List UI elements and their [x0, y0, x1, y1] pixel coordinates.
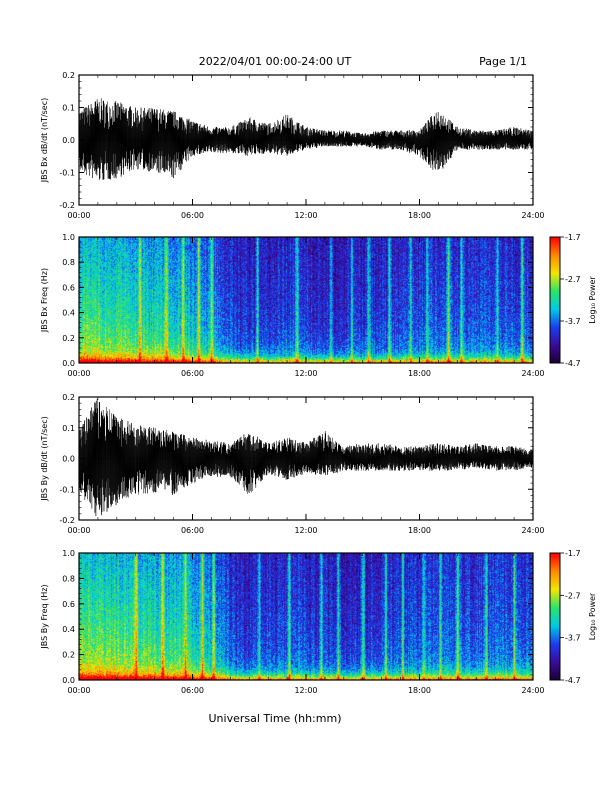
x-tick-label: 24:00 [521, 211, 544, 220]
y-axis-label: JBS Bx Freq (Hz) [40, 268, 49, 333]
colorbar: -1.7 -2.7 -3.7 -4.7 Log₁₀ Power [549, 549, 597, 685]
x-tick-label: 12:00 [294, 526, 317, 535]
db-dt-trace [78, 398, 534, 517]
y-tick-label: -0.1 [59, 169, 75, 178]
y-tick-label: 0.0 [62, 136, 75, 145]
y-tick-label: 0.1 [62, 424, 75, 433]
x-tick-label: 00:00 [67, 526, 90, 535]
x-tick-label: 12:00 [294, 686, 317, 695]
x-tick-label: 12:00 [294, 369, 317, 378]
y-tick-label: -0.2 [59, 201, 75, 210]
colorbar-tick-label: -3.7 [565, 317, 581, 326]
y-tick-label: 0.0 [62, 676, 75, 685]
x-tick-label: 18:00 [408, 369, 431, 378]
y-tick-label: 0.2 [62, 651, 75, 660]
colorbar-tick-label: -1.7 [565, 549, 581, 558]
y-tick-label: 0.0 [62, 359, 75, 368]
panel-4: -1.7 -2.7 -3.7 -4.7 Log₁₀ Power 1.0 0.8 0.6 0.4 0… [40, 549, 597, 695]
spectrogram-image [79, 237, 533, 363]
y-tick-label: 0.8 [62, 574, 75, 583]
colorbar-tick-label: -1.7 [565, 233, 581, 242]
x-tick-label: 18:00 [408, 526, 431, 535]
colorbar-tick-label: -4.7 [565, 676, 581, 685]
x-tick-label: 18:00 [408, 211, 431, 220]
colorbar-tick-label: -4.7 [565, 359, 581, 368]
x-tick-label: 18:00 [408, 686, 431, 695]
colorbar: -1.7 -2.7 -3.7 -4.7 Log₁₀ Power [549, 233, 597, 368]
panels: 0.20.10.0-0.1-0.200:00 06:00 12:00 18:00 24:… [40, 71, 597, 695]
colorbar-tick-label: -3.7 [565, 634, 581, 643]
y-tick-label: 0.6 [62, 600, 75, 609]
y-axis-label: JBS By Freq (Hz) [40, 584, 49, 649]
y-axis-label: JBS Bx dB/dt (nT/sec) [40, 98, 49, 184]
y-tick-label: 0.8 [62, 258, 75, 267]
y-tick-label: 0.0 [62, 455, 75, 464]
panel-1: 0.2 0.1 0.0 -0.1 -0.200:00 06:00 12:00 18:00 24:… [40, 71, 545, 220]
x-tick-label: 06:00 [181, 526, 204, 535]
page-indicator: Page 1/1 [479, 55, 527, 68]
y-tick-label: 1.0 [62, 549, 75, 558]
colorbar-label: Log₁₀ Power [588, 276, 597, 324]
y-tick-label: -0.2 [59, 516, 75, 525]
x-tick-label: 00:00 [67, 686, 90, 695]
date-range-title: 2022/04/01 00:00-24:00 UT [199, 55, 352, 68]
x-tick-label: 06:00 [181, 686, 204, 695]
y-tick-label: 0.4 [62, 625, 75, 634]
x-tick-label: 24:00 [521, 526, 544, 535]
x-axis-label: Universal Time (hh:mm) [209, 712, 342, 725]
x-tick-label: 06:00 [181, 211, 204, 220]
x-tick-label: 12:00 [294, 211, 317, 220]
db-dt-trace [78, 98, 534, 180]
panel-2: -1.7 -2.7 -3.7 -4.7 Log₁₀ Power 1.0 0.8 0.6 0.4 0… [40, 233, 597, 378]
x-tick-label: 00:00 [67, 369, 90, 378]
y-tick-label: 0.1 [62, 104, 75, 113]
x-tick-label: 00:00 [67, 211, 90, 220]
y-tick-label: 0.4 [62, 309, 75, 318]
y-tick-label: 1.0 [62, 233, 75, 242]
colorbar-tick-label: -2.7 [565, 275, 581, 284]
y-axis-label: JBS By dB/dt (nT/sec) [40, 416, 49, 502]
spectrogram-image [79, 553, 533, 680]
x-tick-label: 06:00 [181, 369, 204, 378]
panel-3: 0.2 0.1 0.0 -0.1 -0.200:00 06:00 12:00 18:00 24:… [40, 393, 545, 535]
x-tick-label: 24:00 [521, 369, 544, 378]
colorbar-label: Log₁₀ Power [588, 592, 597, 640]
y-tick-label: 0.2 [62, 71, 75, 80]
colorbar-tick-label: -2.7 [565, 591, 581, 600]
y-tick-label: 0.6 [62, 283, 75, 292]
y-tick-label: 0.2 [62, 393, 75, 402]
x-tick-label: 24:00 [521, 686, 544, 695]
y-tick-label: -0.1 [59, 485, 75, 494]
y-tick-label: 0.2 [62, 334, 75, 343]
